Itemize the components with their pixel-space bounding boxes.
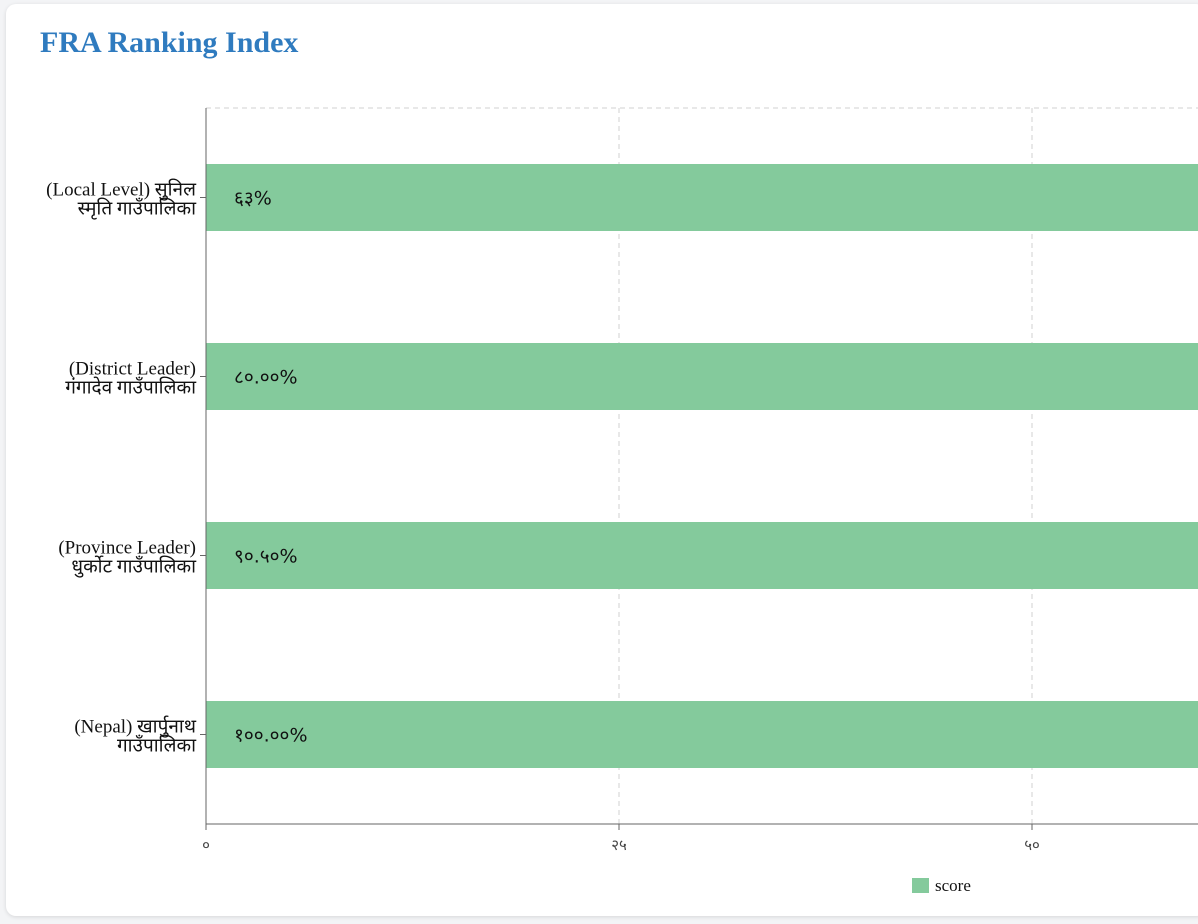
bar-data-label: १००.००% xyxy=(234,725,308,747)
y-tick-label: (Local Level) सुनिल स्मृति गाउँपालिका xyxy=(46,178,197,221)
legend-label: score xyxy=(935,876,971,895)
chart-title: FRA Ranking Index xyxy=(40,26,299,59)
y-tick-label: (Province Leader) धुर्कोट गाउँपालिका xyxy=(58,538,197,579)
x-tick-label: ५० xyxy=(1024,836,1040,854)
bar xyxy=(206,343,1198,410)
legend-swatch xyxy=(912,878,929,893)
y-tick-label: (District Leader) गंगादेव गाउँपालिका xyxy=(65,359,197,399)
bar xyxy=(206,164,1198,231)
bar xyxy=(206,522,1198,589)
y-tick-label: (Nepal) खार्पुनाथ गाउँपालिका xyxy=(74,715,197,757)
bar-data-label: ९०.५०% xyxy=(234,546,298,568)
chart-card: FRA Ranking Index ६३% (Local Level) सुनिल… xyxy=(6,4,1198,916)
x-tick-label: ० xyxy=(202,836,210,854)
x-tick-label: २५ xyxy=(611,836,627,854)
bar-data-label: ८०.००% xyxy=(234,367,298,389)
bar-data-label: ६३% xyxy=(234,188,272,210)
bar xyxy=(206,701,1198,768)
bar-chart: ६३% (Local Level) सुनिल स्मृति गाउँपालिका ८… xyxy=(46,107,1198,895)
legend: score xyxy=(912,876,971,895)
